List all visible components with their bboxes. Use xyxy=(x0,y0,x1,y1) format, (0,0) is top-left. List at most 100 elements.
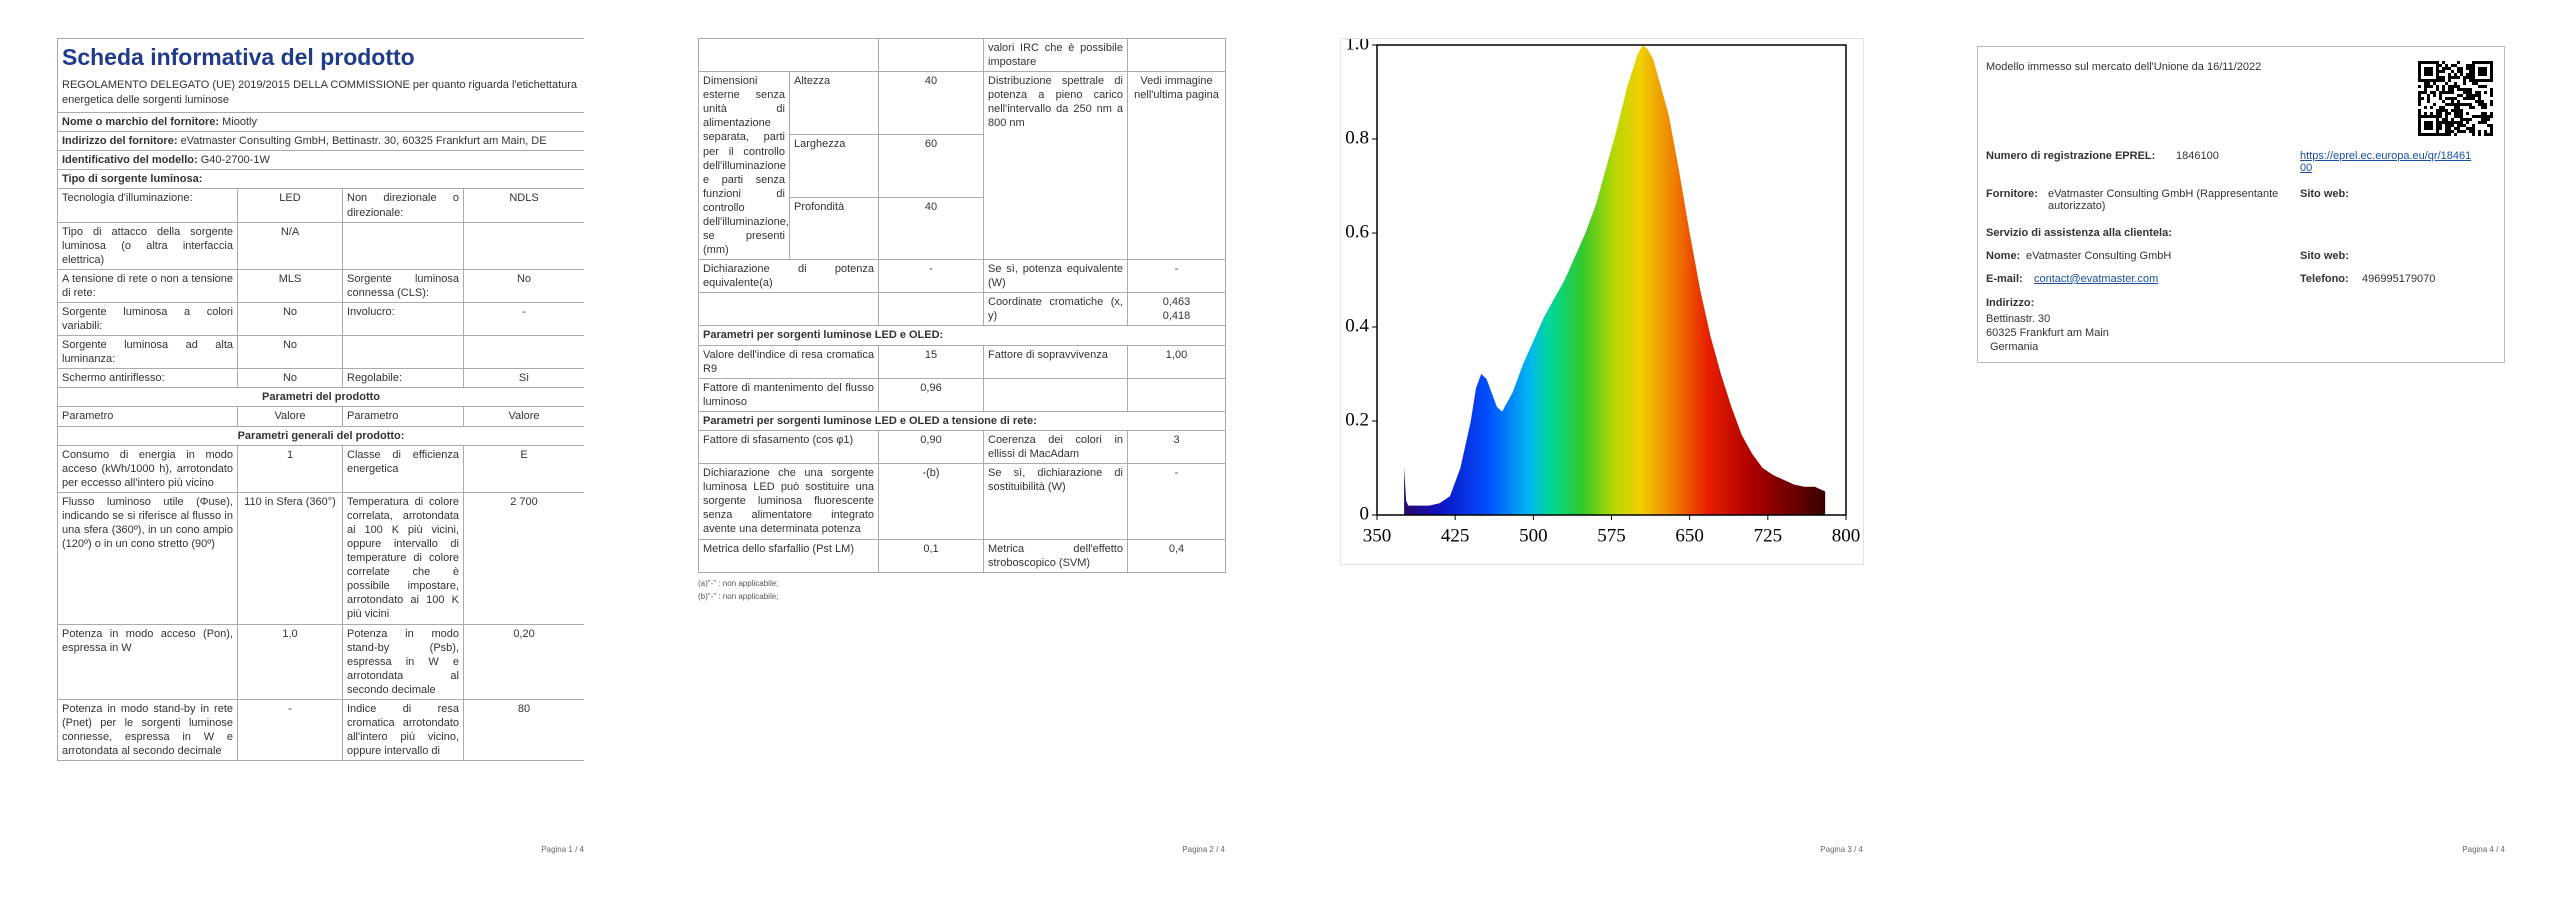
qr-module xyxy=(2445,82,2448,85)
qr-module xyxy=(2454,121,2457,124)
table-row: Tipo di attacco della sorgente luminosa … xyxy=(57,221,584,270)
x-tick-label: 425 xyxy=(1441,525,1470,546)
page-subtitle: REGOLAMENTO DELEGATO (UE) 2019/2015 DELL… xyxy=(62,79,578,107)
x-tick-label: 350 xyxy=(1363,525,1392,546)
qr-module xyxy=(2484,115,2487,118)
qr-module xyxy=(2430,106,2433,109)
qr-module xyxy=(2490,100,2493,103)
qr-module xyxy=(2418,91,2421,94)
qr-module xyxy=(2463,103,2466,106)
table-cell: Sorgente luminosa a colori variabili: xyxy=(57,301,238,337)
qr-module xyxy=(2460,121,2463,124)
address-line: Bettinastr. 30 xyxy=(1986,313,2051,325)
qr-module xyxy=(2460,112,2463,115)
qr-module xyxy=(2442,91,2445,94)
qr-module xyxy=(2454,103,2457,106)
qr-module xyxy=(2466,91,2469,94)
qr-module xyxy=(2457,121,2460,124)
table-cell xyxy=(1127,377,1226,412)
qr-module xyxy=(2439,133,2442,136)
qr-module xyxy=(2436,88,2439,91)
page-title: Scheda informativa del prodotto xyxy=(62,44,415,70)
table-cell: Fattore di sopravvivenza xyxy=(983,344,1128,379)
qr-module xyxy=(2481,106,2484,109)
qr-module xyxy=(2445,115,2448,118)
table-cell: 2 700 xyxy=(462,491,584,625)
qr-module xyxy=(2418,133,2421,136)
qr-module xyxy=(2478,133,2481,136)
y-tick-label: 0.6 xyxy=(1345,221,1369,242)
table-cell: Indice di resa cromatica arrotondato all… xyxy=(342,698,464,762)
qr-module xyxy=(2481,73,2484,76)
table-cell: 1 xyxy=(237,444,343,493)
qr-module xyxy=(2439,106,2442,109)
qr-module xyxy=(2430,73,2433,76)
qr-module xyxy=(2472,61,2475,64)
qr-module xyxy=(2472,82,2475,85)
qr-module xyxy=(2490,127,2493,130)
qr-module xyxy=(2466,67,2469,70)
table-row: Parametro Valore Parametro Valore xyxy=(57,406,584,427)
spectrum-area xyxy=(1404,45,1826,515)
qr-module xyxy=(2478,70,2481,73)
table-row: valori IRC che è possibile impostare xyxy=(698,37,1226,73)
qr-module xyxy=(2424,79,2427,82)
eprel-link[interactable]: https://eprel.ec.europa.eu/qr/1846100 xyxy=(2300,150,2472,174)
table-cell: Fattore di mantenimento del flusso lumin… xyxy=(698,377,879,412)
qr-module xyxy=(2454,73,2457,76)
qr-module xyxy=(2490,61,2493,64)
qr-module xyxy=(2424,70,2427,73)
qr-module xyxy=(2442,79,2445,82)
qr-module xyxy=(2427,100,2430,103)
qr-module xyxy=(2436,61,2439,64)
table-cell: Distribuzione spettrale di potenza a pie… xyxy=(983,71,1128,261)
table-cell: Vedi immagine nell'ultima pagina xyxy=(1127,71,1226,261)
qr-module xyxy=(2430,127,2433,130)
qr-module xyxy=(2460,103,2463,106)
qr-module xyxy=(2433,133,2436,136)
qr-module xyxy=(2427,94,2430,97)
qr-module xyxy=(2457,76,2460,79)
qr-module xyxy=(2490,112,2493,115)
qr-module xyxy=(2469,64,2472,67)
page-footer: Pagina 3 / 4 xyxy=(1820,845,1863,854)
qr-module xyxy=(2466,94,2469,97)
qr-module xyxy=(2439,112,2442,115)
table-cell: 0,4 xyxy=(1127,538,1226,573)
service-web-label: Sito web: xyxy=(2300,250,2349,262)
qr-module xyxy=(2490,94,2493,97)
qr-module xyxy=(2469,97,2472,100)
qr-module xyxy=(2418,70,2421,73)
table-row: Dichiarazione di potenza equivalente(a) -… xyxy=(698,259,1226,294)
qr-module xyxy=(2439,79,2442,82)
qr-module xyxy=(2490,133,2493,136)
qr-module xyxy=(2463,118,2466,121)
table-cell: 0,20 xyxy=(462,623,584,700)
email-value[interactable]: contact@evatmaster.com xyxy=(2034,273,2159,285)
table-row: Schermo antiriflesso: No Regolabile: Sì xyxy=(57,368,584,389)
qr-module xyxy=(2484,61,2487,64)
qr-module xyxy=(2424,61,2427,64)
qr-module xyxy=(2481,121,2484,124)
qr-module xyxy=(2472,127,2475,130)
qr-module xyxy=(2430,79,2433,82)
qr-module xyxy=(2433,91,2436,94)
table-cell: 0,1 xyxy=(878,538,984,573)
table-cell: Dimensioni esterne senza unità di alimen… xyxy=(698,71,790,261)
page-4-box: Modello immesso sul mercato dell'Unione … xyxy=(1977,46,2505,363)
phone-label: Telefono: xyxy=(2300,273,2349,285)
table-cell: Consumo di energia in modo acceso (kWh/1… xyxy=(57,444,238,493)
name-label: Nome: xyxy=(1986,250,2021,262)
qr-module xyxy=(2445,127,2448,130)
qr-module xyxy=(2418,61,2421,64)
qr-module xyxy=(2448,121,2451,124)
page-footer: Pagina 4 / 4 xyxy=(2462,845,2505,854)
qr-module xyxy=(2427,79,2430,82)
table-cell: Potenza in modo stand-by (Psb), espressa… xyxy=(342,623,464,700)
table-cell: 1,0 xyxy=(237,623,343,700)
qr-module xyxy=(2469,106,2472,109)
qr-module xyxy=(2418,121,2421,124)
table-cell xyxy=(462,221,584,270)
qr-module xyxy=(2457,70,2460,73)
placed-on-market: Modello immesso sul mercato dell'Unione … xyxy=(1986,61,2262,73)
